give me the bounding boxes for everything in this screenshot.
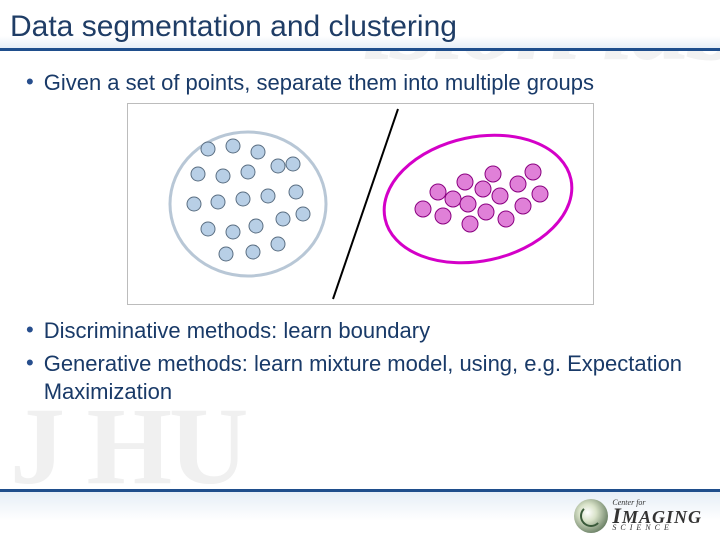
cluster-diagram-svg <box>128 104 593 304</box>
cluster-diagram <box>127 103 594 305</box>
bullet-3: • Generative methods: learn mixture mode… <box>20 350 700 405</box>
title-bar: Data segmentation and clustering <box>0 0 720 51</box>
logo-mark-icon <box>574 499 608 533</box>
logo-text: Center for IMAGING SCIENCE <box>612 500 702 532</box>
bullet-marker: • <box>26 69 34 95</box>
bullet-1-text: Given a set of points, separate them int… <box>44 69 594 97</box>
bullet-2-text: Discriminative methods: learn boundary <box>44 317 430 345</box>
footer-logo: Center for IMAGING SCIENCE <box>574 499 702 533</box>
bullet-2: • Discriminative methods: learn boundary <box>20 317 700 345</box>
logo-line1: Center for <box>612 500 702 507</box>
bullet-marker: • <box>26 317 34 343</box>
slide-content: • Given a set of points, separate them i… <box>0 51 720 405</box>
footer-bar: Center for IMAGING SCIENCE <box>0 489 720 540</box>
bullet-marker: • <box>26 350 34 376</box>
bullet-3-text: Generative methods: learn mixture model,… <box>44 350 700 405</box>
bullet-1: • Given a set of points, separate them i… <box>20 69 700 97</box>
slide-title: Data segmentation and clustering <box>10 10 710 44</box>
